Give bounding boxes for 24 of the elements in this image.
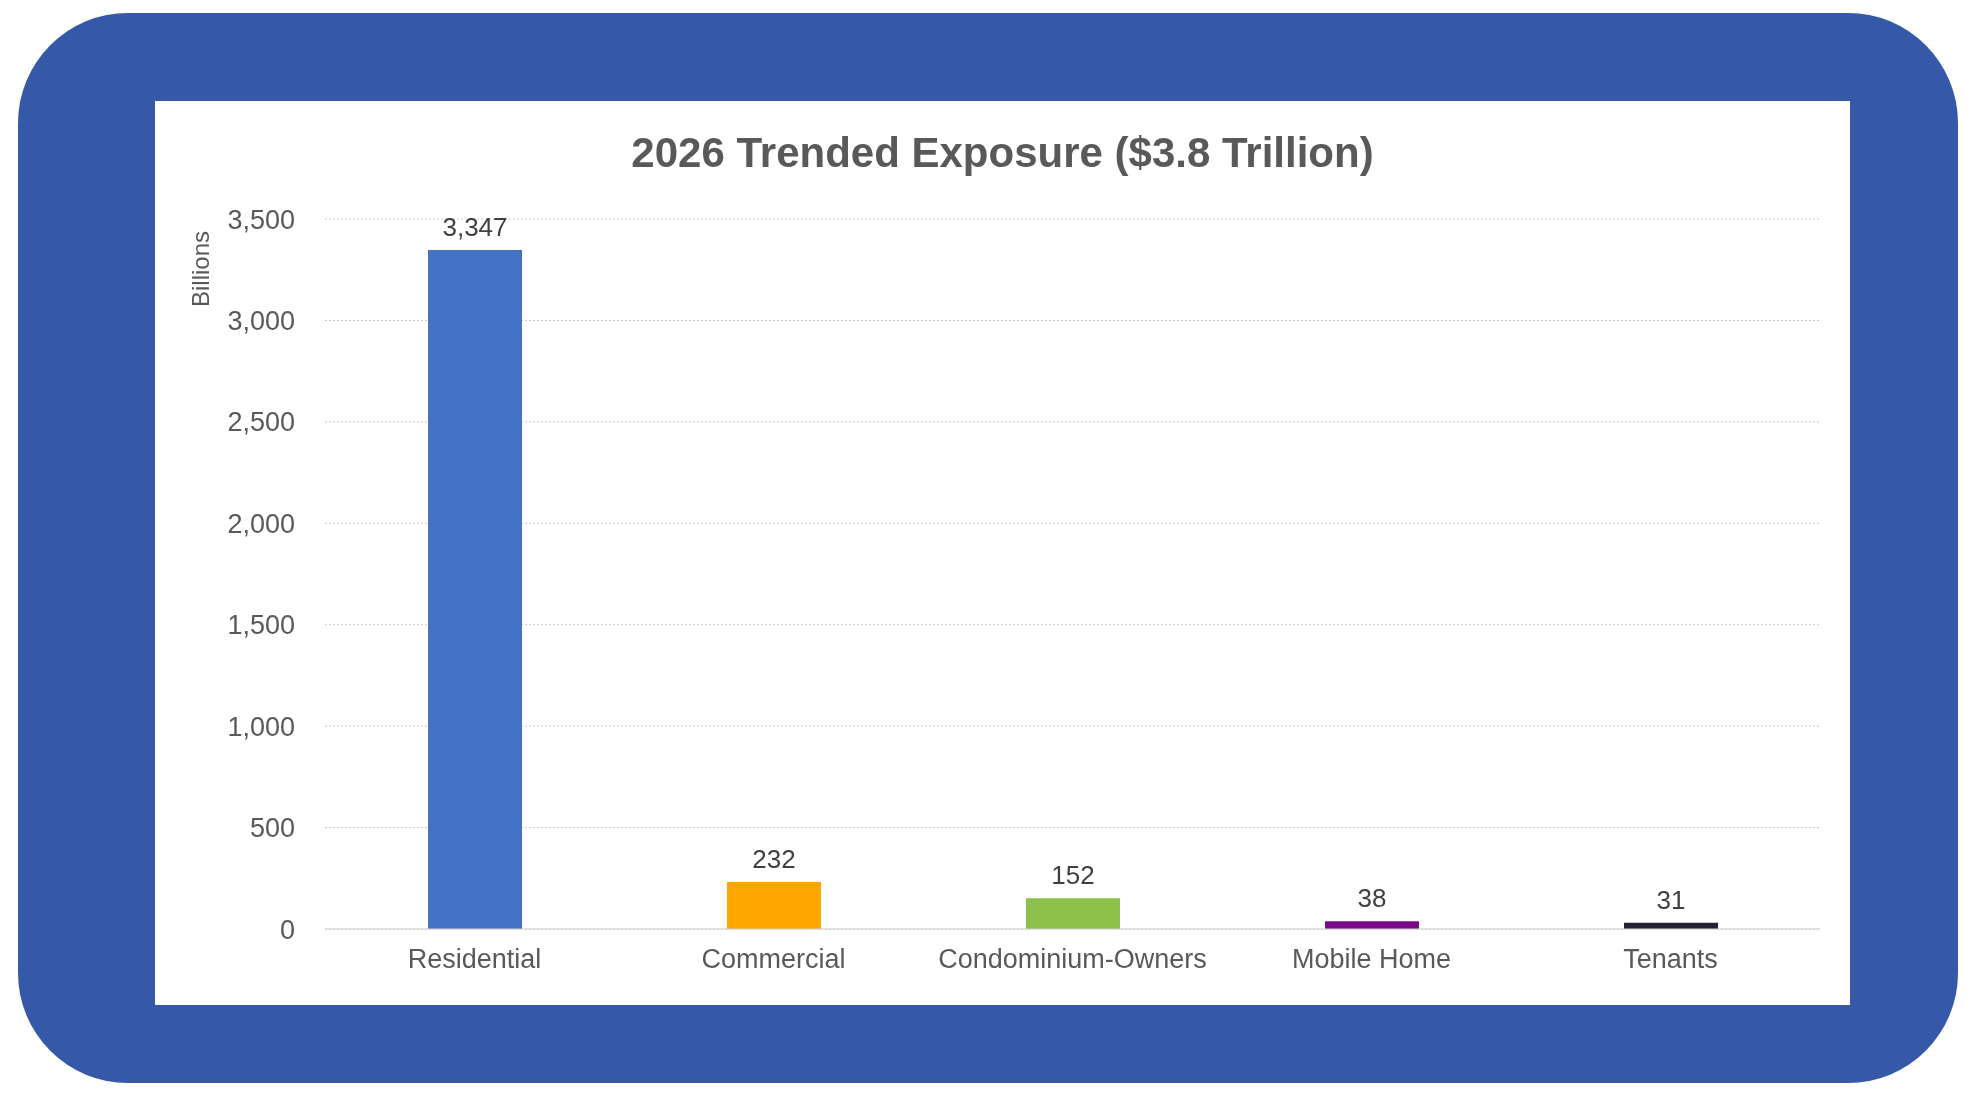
data-label: 152 — [1051, 860, 1095, 891]
bar — [1026, 898, 1120, 929]
x-tick-label: Commercial — [701, 944, 846, 975]
y-axis-title: Billions — [187, 230, 214, 308]
x-tick-label: Condominium-Owners — [938, 944, 1207, 975]
y-tick-label: 3,500 — [227, 204, 295, 235]
y-tick-label: 1,500 — [227, 610, 295, 641]
x-tick-label: Tenants — [1623, 944, 1718, 975]
y-tick-label: 2,000 — [227, 508, 295, 539]
bar — [428, 250, 522, 929]
data-label: 38 — [1357, 883, 1387, 914]
y-tick-label: 0 — [279, 914, 295, 945]
bar — [1325, 921, 1419, 929]
chart-title: 2026 Trended Exposure ($3.8 Trillion) — [630, 129, 1375, 178]
data-label: 232 — [752, 843, 796, 874]
data-label: 3,347 — [442, 212, 508, 243]
x-tick-label: Residential — [407, 944, 542, 975]
y-tick-label: 1,000 — [227, 711, 295, 742]
y-tick-label: 500 — [249, 813, 295, 844]
y-tick-label: 2,500 — [227, 407, 295, 438]
y-tick-label: 3,000 — [227, 306, 295, 337]
data-label: 31 — [1656, 884, 1686, 915]
x-tick-label: Mobile Home — [1291, 944, 1452, 975]
bar — [727, 881, 821, 929]
